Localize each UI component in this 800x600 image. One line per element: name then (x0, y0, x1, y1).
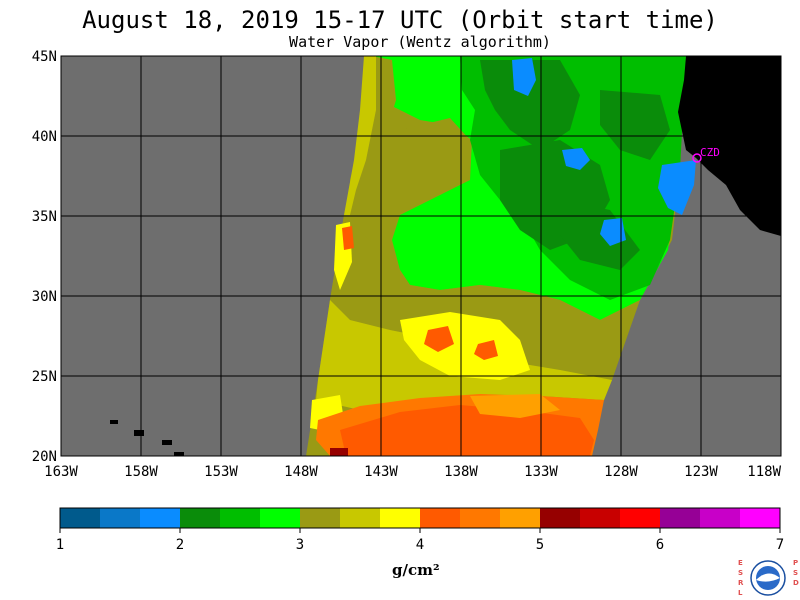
lon-label: 143W (364, 464, 398, 480)
island (110, 420, 118, 424)
blue-patch-1 (512, 58, 536, 96)
lon-label: 123W (684, 464, 718, 480)
lon-label: 153W (204, 464, 238, 480)
color-scale-swatch (140, 508, 181, 528)
color-scale-unit: g/cm² (392, 561, 440, 579)
color-scale-swatch (580, 508, 621, 528)
station-label: CZD (700, 146, 720, 159)
lat-label: 30N (32, 289, 57, 305)
lat-label: 45N (32, 49, 57, 65)
lon-label: 163W (44, 464, 78, 480)
lat-label: 25N (32, 369, 57, 385)
map-subtitle: Water Vapor (Wentz algorithm) (289, 33, 551, 51)
color-scale-swatch (340, 508, 381, 528)
color-scale-tick-label: 6 (656, 537, 664, 553)
map-title: August 18, 2019 15-17 UTC (Orbit start t… (82, 6, 718, 34)
color-scale-swatch (420, 508, 461, 528)
color-scale-swatch (700, 508, 741, 528)
lat-label: 35N (32, 209, 57, 225)
lon-label: 118W (747, 464, 781, 480)
color-scale-tick-label: 2 (176, 537, 184, 553)
orange-blob-3 (342, 226, 354, 250)
color-scale-swatch (100, 508, 141, 528)
map-frame (60, 55, 782, 457)
latitude-labels: 45N 40N 35N 30N 25N 20N (32, 49, 57, 465)
color-scale-tick-label: 3 (296, 537, 304, 553)
color-scale-ticks: 1 2 3 4 5 6 7 (56, 528, 784, 553)
color-scale-swatch (380, 508, 421, 528)
dark-green-zone-3 (600, 90, 670, 160)
color-scale-swatch (460, 508, 501, 528)
map-gridlines (61, 56, 781, 456)
noaa-logo-text: NOAA (761, 575, 776, 581)
color-scale-swatch (660, 508, 701, 528)
lat-label: 40N (32, 129, 57, 145)
noaa-logo-gull (756, 573, 780, 582)
dark-green-zone-4 (560, 200, 640, 270)
blue-patch-3 (658, 160, 696, 215)
color-scale (59, 507, 781, 529)
color-scale-tick-label: 1 (56, 537, 64, 553)
yellow-patch-1 (400, 312, 530, 380)
lon-label: 138W (444, 464, 478, 480)
dark-orange-south-zone (340, 405, 594, 456)
blue-patch-4 (600, 218, 626, 246)
water-vapor-swath (306, 56, 696, 456)
orange-blob-1 (424, 326, 454, 352)
lon-label: 148W (284, 464, 318, 480)
land-north-america (678, 56, 781, 236)
color-scale-swatch (740, 508, 781, 528)
island (134, 430, 144, 436)
longitude-labels: 163W 158W 153W 148W 143W 138W 133W 128W 123W 118W (44, 464, 781, 480)
station-marker (692, 153, 702, 163)
lon-label: 158W (124, 464, 158, 480)
lon-label: 133W (524, 464, 558, 480)
olive-north-patch (396, 118, 470, 200)
lat-label: 20N (32, 449, 57, 465)
color-scale-swatch (620, 508, 661, 528)
color-scale-swatch (180, 508, 221, 528)
lon-label: 128W (604, 464, 638, 480)
color-scale-swatch (220, 508, 261, 528)
color-scale-swatch (60, 508, 101, 528)
light-orange-patch (470, 394, 560, 418)
blue-patch-2 (562, 148, 590, 170)
color-scale-swatch (260, 508, 301, 528)
dark-red-patch (330, 448, 348, 456)
island (174, 452, 184, 456)
color-scale-tick-label: 4 (416, 537, 424, 553)
color-scale-tick-label: 7 (776, 537, 784, 553)
color-scale-swatch (500, 508, 541, 528)
orange-blob-2 (474, 340, 498, 360)
dark-green-zone-1 (480, 60, 580, 150)
color-scale-swatch (540, 508, 581, 528)
island (162, 440, 172, 445)
olive-mid-band (330, 215, 640, 380)
hawaiian-islands (110, 420, 184, 456)
color-scale-tick-label: 5 (536, 537, 544, 553)
color-scale-swatch (300, 508, 341, 528)
